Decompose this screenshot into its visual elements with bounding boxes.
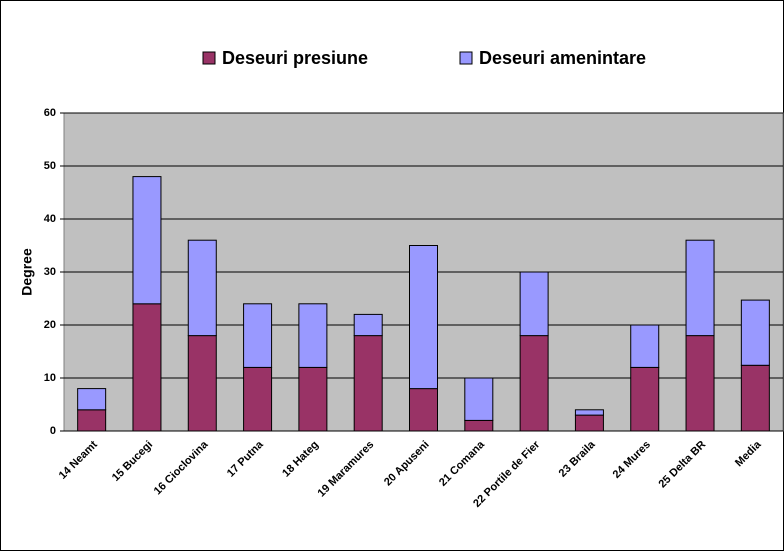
bar-segment [574,409,604,416]
legend-swatch [459,51,473,65]
bar-segment [409,388,438,432]
y-tick-label: 10 [44,372,56,384]
bar-segment [464,377,494,421]
bar-segment [519,271,549,337]
bar-segment [574,414,604,432]
bar-segment [353,313,383,337]
bar-segment [685,335,715,432]
bar-segment [298,366,328,432]
bar-segment [409,245,438,390]
bar-segment [353,335,383,432]
bar-segment [464,419,494,432]
y-tick-label: 40 [44,213,56,225]
bar-segment [187,335,217,432]
bar-segment [298,303,328,368]
bar-segment [243,303,273,368]
bar-segment [630,366,660,432]
bar-segment [187,239,217,337]
bar-segment [77,388,107,411]
y-tick-label: 20 [44,319,56,331]
bar-segment [740,299,770,366]
bar-segment [685,239,715,337]
legend-swatch [202,51,216,65]
bar-segment [519,335,549,432]
bar-segment [740,364,770,432]
legend-label: Deseuri amenintare [479,48,646,68]
bar-segment [630,324,660,368]
y-axis-label: Degree [19,248,35,296]
y-tick-label: 30 [44,266,56,278]
y-tick-label: 0 [50,425,56,437]
bar-segment [132,303,162,432]
bar-segment [243,366,273,432]
y-tick-label: 50 [44,160,56,172]
bar-segment [77,409,107,432]
y-tick-label: 60 [44,107,56,119]
bar-segment [132,176,162,305]
legend-label: Deseuri presiune [222,48,368,68]
